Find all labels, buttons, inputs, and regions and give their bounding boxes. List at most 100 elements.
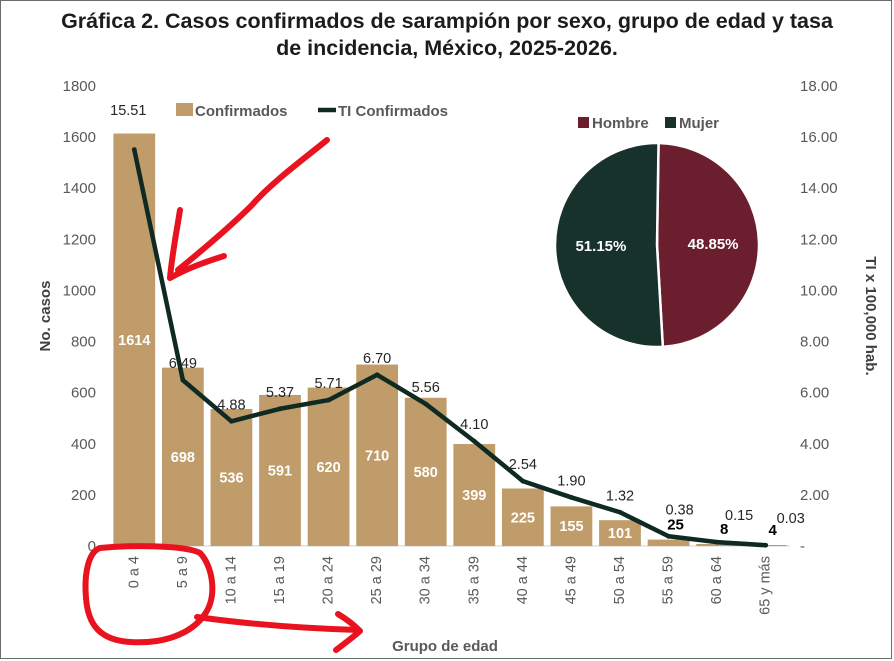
x-tick-label: 65 y más — [758, 556, 774, 615]
ti-point — [569, 495, 574, 500]
legend-label-ti-confirmados: TI Confirmados — [338, 103, 448, 120]
y2-tick-label: 8.00 — [800, 334, 829, 351]
x-tick-label: 25 a 29 — [369, 556, 385, 604]
bar-20-a-24 — [307, 387, 350, 546]
ti-value-label: 5.56 — [412, 380, 440, 396]
ti-value-label: 1.32 — [606, 488, 634, 504]
y-tick-label: 1200 — [63, 231, 96, 248]
annotation-arrow-head-bottom — [167, 253, 227, 281]
annotation-bottom-arrow-head — [333, 611, 363, 653]
bar-value-label: 536 — [219, 471, 243, 487]
x-tick-label: 55 a 59 — [661, 556, 677, 604]
ti-point — [714, 539, 720, 545]
pie-value-label-hombre: 48.85% — [688, 236, 739, 253]
y-tick-label: 1600 — [63, 129, 96, 146]
legend-swatch-mujer — [665, 117, 676, 128]
y-tick-label: 800 — [71, 334, 96, 351]
y2-tick-label: 12.00 — [800, 231, 838, 248]
ti-value-label: 2.54 — [509, 457, 537, 473]
pie-slice-mujer — [553, 141, 665, 349]
bar-value-label: 155 — [559, 519, 583, 535]
annotation-arrow-shaft — [175, 137, 330, 273]
ti-value-label: 15.51 — [110, 103, 146, 119]
bar-15-a-19 — [259, 394, 301, 546]
bar-value-label: 591 — [268, 463, 292, 479]
bar-value-label: 1614 — [118, 333, 150, 349]
x-tick-label: 5 a 9 — [175, 556, 191, 588]
legend-label-hombre: Hombre — [592, 115, 649, 132]
ti-point — [277, 406, 283, 412]
bar-value-label: 101 — [608, 526, 632, 542]
x-tick-label: 10 a 14 — [223, 556, 239, 604]
ti-value-label: 4.10 — [460, 417, 488, 433]
y2-tick-label: 6.00 — [800, 385, 829, 402]
ti-point — [229, 418, 234, 424]
y-tick-label: 1000 — [63, 282, 96, 299]
x-tick-label: 0 a 4 — [126, 556, 142, 588]
ti-point — [423, 401, 429, 407]
y-tick-label: 200 — [71, 487, 96, 504]
bar-value-label: 620 — [316, 460, 340, 476]
ti-value-label: 0.15 — [725, 508, 753, 524]
y2-tick-label: 18.00 — [800, 78, 838, 95]
ti-point — [617, 509, 623, 515]
y-tick-label: 600 — [71, 385, 96, 402]
ti-value-label: 1.90 — [557, 473, 585, 489]
bar-50-a-54 — [599, 520, 641, 546]
y2-tick-label: - — [800, 538, 805, 555]
y-tick-label: 0 — [88, 538, 96, 555]
y-tick-label: 1400 — [63, 180, 96, 197]
pie-slice-hombre — [655, 141, 761, 349]
bar-value-label: 4 — [769, 522, 778, 539]
bar-10-a-14 — [210, 409, 253, 546]
y2-tick-label: 2.00 — [800, 487, 829, 504]
ti-point — [520, 478, 526, 484]
bar-value-label: 225 — [511, 510, 535, 526]
x-tick-label: 40 a 44 — [515, 556, 531, 604]
bar-60-a-64 — [696, 543, 739, 546]
bar-40-a-44 — [501, 488, 544, 546]
ti-value-label: 0.03 — [777, 511, 805, 527]
ti-point — [180, 377, 186, 383]
x-axis-title: Grupo de edad — [392, 638, 498, 655]
legend-swatch-confirmados — [176, 103, 193, 116]
ti-value-label: 6.49 — [169, 356, 197, 372]
y-tick-label: 400 — [71, 436, 96, 453]
ti-point — [763, 542, 769, 548]
legend-swatch-hombre — [578, 117, 589, 128]
ti-value-label: 5.37 — [266, 385, 294, 401]
ti-point — [471, 438, 477, 444]
bar-30-a-34 — [404, 397, 447, 546]
bar-0-a-4 — [113, 133, 156, 547]
y-axis-title: No. casos — [37, 281, 54, 352]
x-tick-label: 45 a 49 — [563, 556, 579, 604]
bar-45-a-49 — [550, 506, 593, 546]
x-tick-label: 50 a 54 — [612, 556, 628, 604]
y2-tick-label: 16.00 — [800, 129, 838, 146]
ti-confirmados-line — [132, 147, 768, 548]
y2-tick-label: 10.00 — [800, 282, 838, 299]
ti-point — [326, 397, 331, 403]
ti-value-label: 0.38 — [665, 502, 693, 518]
ti-point — [666, 533, 671, 539]
y2-axis-title: TI x 100,000 hab. — [862, 256, 879, 375]
bar-25-a-29 — [356, 364, 399, 546]
chart-title-line-2: de incidencia, México, 2025-2026. — [276, 36, 618, 60]
legend-label-confirmados: Confirmados — [195, 103, 288, 120]
y2-tick-label: 14.00 — [800, 180, 838, 197]
x-tick-label: 35 a 39 — [466, 556, 482, 604]
ti-value-label: 5.71 — [314, 376, 342, 392]
chart-title: Gráfica 2. Casos confirmados de sarampió… — [0, 8, 894, 62]
bar-value-label: 399 — [462, 488, 486, 504]
ti-value-label: 4.88 — [217, 397, 245, 413]
bar-value-label: 25 — [667, 517, 684, 534]
y2-tick-label: 4.00 — [800, 436, 829, 453]
bar-55-a-59 — [647, 539, 690, 546]
ti-point — [131, 147, 137, 153]
annotation-arrow-head-left — [167, 207, 183, 281]
bar-value-label: 8 — [720, 521, 728, 538]
ti-value-label: 6.70 — [363, 351, 391, 367]
y-tick-label: 1800 — [63, 78, 96, 95]
